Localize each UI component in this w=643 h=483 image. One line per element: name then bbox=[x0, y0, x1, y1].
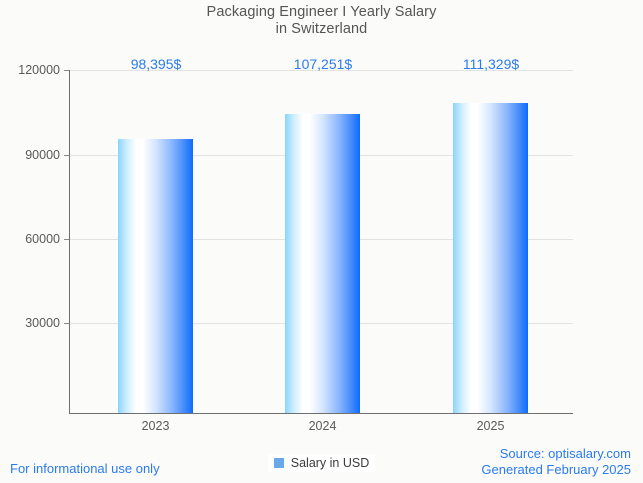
bar-value-label-2024: 107,251$ bbox=[293, 56, 353, 72]
chart-legend: Salary in USD bbox=[0, 454, 643, 472]
y-axis-tick-label-60000: 60000 bbox=[25, 232, 60, 246]
bar-value-label-2023: 98,395$ bbox=[130, 56, 182, 72]
y-axis-tick-mark-30000 bbox=[64, 323, 70, 324]
x-axis-label-2025: 2025 bbox=[476, 419, 505, 433]
source-text: Source: optisalary.com bbox=[499, 446, 631, 461]
legend-item-salary-in-usd[interactable]: Salary in USD bbox=[267, 454, 376, 472]
chart-subtitle: in Switzerland bbox=[275, 21, 368, 37]
disclaimer-text: For informational use only bbox=[10, 461, 160, 476]
bar-2024[interactable] bbox=[285, 113, 360, 413]
y-axis-tick-label-90000: 90000 bbox=[25, 148, 60, 162]
y-axis-line bbox=[69, 70, 70, 414]
source-block: Source: optisalary.com Generated Februar… bbox=[481, 446, 631, 478]
y-axis-tick-mark-60000 bbox=[64, 239, 70, 240]
legend-label: Salary in USD bbox=[290, 456, 370, 470]
plot-area bbox=[70, 70, 573, 413]
gridline-120000 bbox=[70, 70, 573, 71]
y-axis-tick-mark-120000 bbox=[64, 70, 70, 71]
x-axis-label-2023: 2023 bbox=[141, 419, 170, 433]
x-axis-label-2024: 2024 bbox=[308, 419, 337, 433]
y-axis-tick-label-30000: 30000 bbox=[25, 316, 60, 330]
x-axis-line bbox=[69, 413, 573, 414]
generated-date-text: Generated February 2025 bbox=[481, 462, 631, 477]
y-axis-tick-label-120000: 120000 bbox=[18, 63, 60, 77]
chart-title-main: Packaging Engineer I Yearly Salary bbox=[206, 4, 437, 20]
y-axis-tick-mark-90000 bbox=[64, 155, 70, 156]
legend-swatch-icon bbox=[273, 458, 284, 468]
bar-2025[interactable] bbox=[453, 102, 528, 413]
bar-value-label-2025: 111,329$ bbox=[462, 56, 520, 72]
chart-title: Packaging Engineer I Yearly Salary in Sw… bbox=[0, 4, 643, 38]
bar-2023[interactable] bbox=[118, 138, 193, 413]
